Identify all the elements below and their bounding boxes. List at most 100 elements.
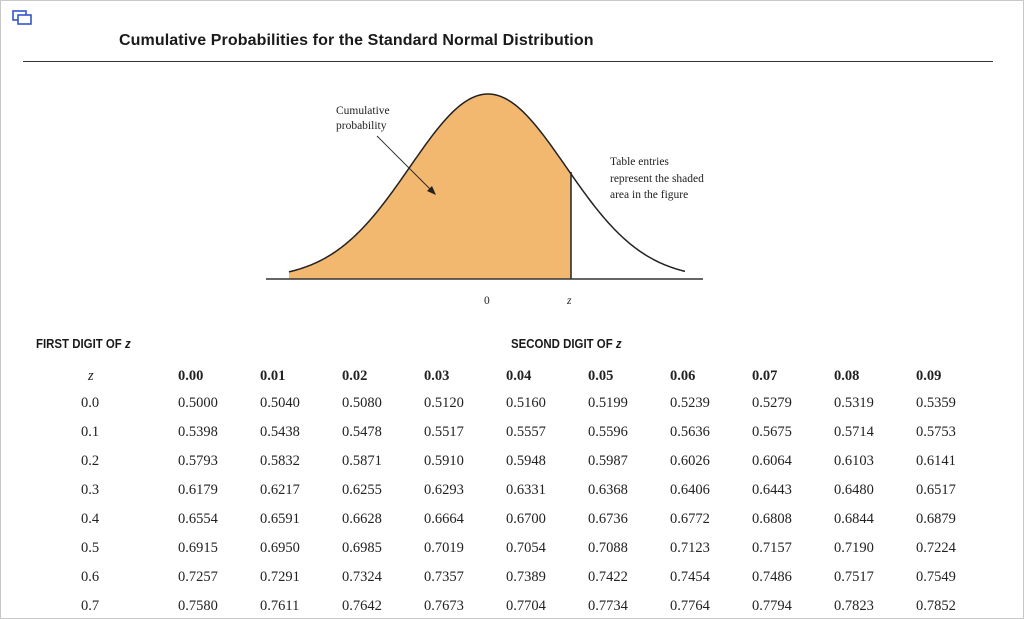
table-cell: 0.7389 bbox=[506, 569, 546, 585]
axis-label-z: z bbox=[566, 295, 572, 307]
table-cell: 0.7611 bbox=[260, 598, 300, 614]
table-cell: 0.7823 bbox=[834, 598, 874, 614]
column-header: 0.01 bbox=[260, 367, 286, 384]
table-cell: 0.5714 bbox=[834, 424, 874, 440]
table-cell: 0.6808 bbox=[752, 511, 792, 527]
table-cell: 0.7852 bbox=[916, 598, 956, 614]
z-table-header-row: z 0.00 0.01 0.02 0.03 0.04 0.05 0.06 0.0… bbox=[56, 363, 998, 389]
table-cell: 0.5478 bbox=[342, 424, 382, 440]
table-cell: 0.5517 bbox=[424, 424, 464, 440]
row-z-value: 0.7 bbox=[81, 598, 100, 614]
table-cell: 0.7580 bbox=[178, 598, 218, 614]
callout-table-line1: Table entries bbox=[610, 156, 669, 168]
table-cell: 0.5910 bbox=[424, 453, 464, 469]
table-cell: 0.6026 bbox=[670, 453, 710, 469]
table-cell: 0.6664 bbox=[424, 511, 464, 527]
callout-arrow-line bbox=[376, 135, 433, 192]
table-cell: 0.7517 bbox=[834, 569, 874, 585]
row-z-value: 0.1 bbox=[81, 424, 100, 440]
table-cell: 0.6141 bbox=[916, 453, 956, 469]
shaded-cumulative-area bbox=[289, 94, 571, 279]
z-column-header: z bbox=[88, 367, 94, 384]
table-cell: 0.6293 bbox=[424, 482, 464, 498]
table-row: 0.7 0.7580 0.7611 0.7642 0.7673 0.7704 0.7734 0… bbox=[56, 592, 998, 618]
table-cell: 0.7357 bbox=[424, 569, 464, 585]
first-digit-heading: FIRST DIGIT OF z bbox=[36, 336, 131, 351]
table-cell: 0.6772 bbox=[670, 511, 710, 527]
second-digit-heading: SECOND DIGIT OF z bbox=[511, 336, 622, 351]
normal-distribution-figure: Cumulative probability Table entries rep… bbox=[251, 76, 771, 316]
table-cell: 0.5793 bbox=[178, 453, 218, 469]
table-cell: 0.6950 bbox=[260, 540, 300, 556]
table-cell: 0.5359 bbox=[916, 395, 956, 411]
table-cell: 0.6915 bbox=[178, 540, 218, 556]
table-cell: 0.7324 bbox=[342, 569, 382, 585]
table-cell: 0.7673 bbox=[424, 598, 464, 614]
table-cell: 0.7291 bbox=[260, 569, 300, 585]
table-cell: 0.5596 bbox=[588, 424, 628, 440]
table-cell: 0.5000 bbox=[178, 395, 218, 411]
table-cell: 0.6879 bbox=[916, 511, 956, 527]
table-cell: 0.5239 bbox=[670, 395, 710, 411]
table-cell: 0.6700 bbox=[506, 511, 546, 527]
column-header: 0.05 bbox=[588, 367, 614, 384]
table-cell: 0.6844 bbox=[834, 511, 874, 527]
table-cell: 0.7257 bbox=[178, 569, 218, 585]
table-cell: 0.6406 bbox=[670, 482, 710, 498]
table-cell: 0.5279 bbox=[752, 395, 792, 411]
table-cell: 0.5871 bbox=[342, 453, 382, 469]
column-header: 0.04 bbox=[506, 367, 532, 384]
table-cell: 0.6985 bbox=[342, 540, 382, 556]
table-row: 0.2 0.5793 0.5832 0.5871 0.5910 0.5948 0.5987 0… bbox=[56, 447, 998, 476]
row-z-value: 0.5 bbox=[81, 540, 100, 556]
table-row: 0.6 0.7257 0.7291 0.7324 0.7357 0.7389 0.7422 0… bbox=[56, 563, 998, 592]
table-cell: 0.5948 bbox=[506, 453, 546, 469]
table-cell: 0.5557 bbox=[506, 424, 546, 440]
table-cell: 0.6480 bbox=[834, 482, 874, 498]
axis-label-zero: 0 bbox=[484, 295, 490, 307]
table-cell: 0.7486 bbox=[752, 569, 792, 585]
table-cell: 0.7019 bbox=[424, 540, 464, 556]
column-header: 0.06 bbox=[670, 367, 696, 384]
table-row: 0.1 0.5398 0.5438 0.5478 0.5517 0.5557 0.5596 0… bbox=[56, 418, 998, 447]
column-header: 0.07 bbox=[752, 367, 778, 384]
table-cell: 0.5080 bbox=[342, 395, 382, 411]
callout-cumulative-line2: probability bbox=[336, 120, 387, 132]
window-restore-icon[interactable] bbox=[11, 9, 33, 25]
table-cell: 0.5987 bbox=[588, 453, 628, 469]
table-cell: 0.6517 bbox=[916, 482, 956, 498]
callout-cumulative-line1: Cumulative bbox=[336, 105, 390, 117]
table-cell: 0.7764 bbox=[670, 598, 710, 614]
table-cell: 0.6554 bbox=[178, 511, 218, 527]
table-cell: 0.6368 bbox=[588, 482, 628, 498]
table-cell: 0.7088 bbox=[588, 540, 628, 556]
table-row: 0.4 0.6554 0.6591 0.6628 0.6664 0.6700 0.6736 0… bbox=[56, 505, 998, 534]
row-z-value: 0.3 bbox=[81, 482, 100, 498]
table-cell: 0.7734 bbox=[588, 598, 628, 614]
table-row: 0.3 0.6179 0.6217 0.6255 0.6293 0.6331 0.6368 0… bbox=[56, 476, 998, 505]
table-cell: 0.6103 bbox=[834, 453, 874, 469]
callout-table-line3: area in the figure bbox=[610, 189, 688, 201]
table-cell: 0.5438 bbox=[260, 424, 300, 440]
table-cell: 0.7704 bbox=[506, 598, 546, 614]
table-cell: 0.5753 bbox=[916, 424, 956, 440]
bell-curve-line bbox=[288, 93, 686, 273]
page-title: Cumulative Probabilities for the Standar… bbox=[119, 32, 594, 49]
column-header: 0.08 bbox=[834, 367, 860, 384]
table-cell: 0.5040 bbox=[260, 395, 300, 411]
row-z-value: 0.4 bbox=[81, 511, 100, 527]
table-cell: 0.7157 bbox=[752, 540, 792, 556]
column-header: 0.03 bbox=[424, 367, 450, 384]
row-z-value: 0.2 bbox=[81, 453, 100, 469]
table-cell: 0.7454 bbox=[670, 569, 710, 585]
table-cell: 0.5832 bbox=[260, 453, 300, 469]
table-cell: 0.5160 bbox=[506, 395, 546, 411]
table-cell: 0.6064 bbox=[752, 453, 792, 469]
table-cell: 0.6736 bbox=[588, 511, 628, 527]
column-header: 0.09 bbox=[916, 367, 942, 384]
table-cell: 0.6179 bbox=[178, 482, 218, 498]
column-header: 0.00 bbox=[178, 367, 204, 384]
row-z-value: 0.6 bbox=[81, 569, 100, 585]
callout-table-line2: represent the shaded bbox=[610, 173, 704, 185]
table-cell: 0.6443 bbox=[752, 482, 792, 498]
